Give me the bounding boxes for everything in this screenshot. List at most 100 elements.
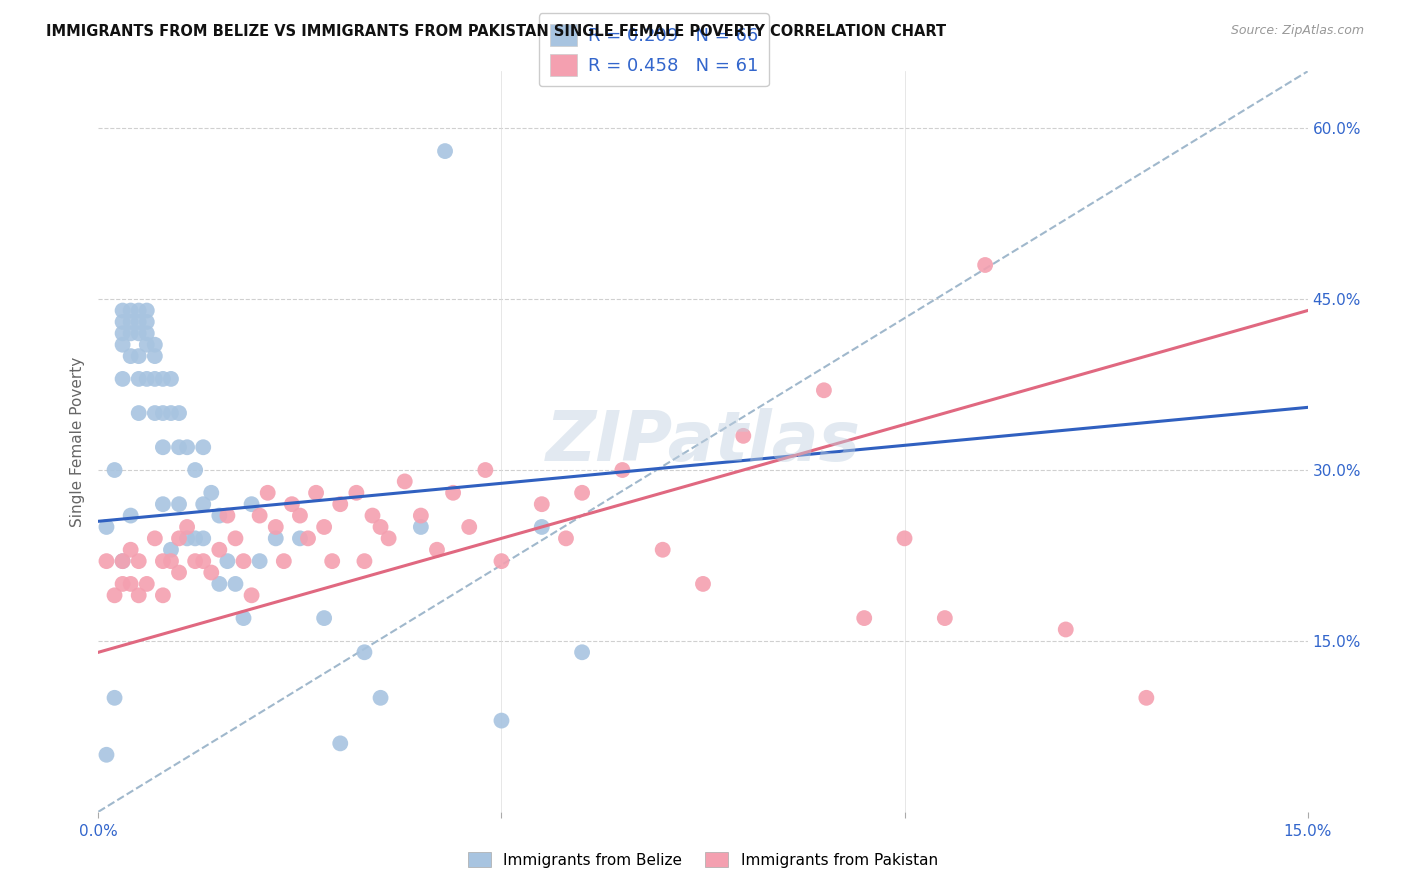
Text: Source: ZipAtlas.com: Source: ZipAtlas.com (1230, 24, 1364, 37)
Y-axis label: Single Female Poverty: Single Female Poverty (70, 357, 86, 526)
Point (120, 508, 142, 523)
Point (530, 520, 553, 534)
Point (120, 315, 142, 329)
Point (458, 520, 481, 534)
Point (491, 554, 513, 568)
Point (305, 485, 328, 500)
Point (344, 485, 367, 500)
Point (135, 315, 157, 329)
Point (152, 497, 174, 511)
Point (103, 690, 125, 705)
Point (217, 508, 239, 523)
Point (314, 520, 336, 534)
Point (264, 520, 287, 534)
Point (264, 532, 287, 546)
Point (370, 520, 392, 534)
Point (152, 588, 174, 602)
Point (135, 372, 157, 386)
Text: IMMIGRANTS FROM BELIZE VS IMMIGRANTS FROM PAKISTAN SINGLE FEMALE POVERTY CORRELA: IMMIGRANTS FROM BELIZE VS IMMIGRANTS FRO… (46, 24, 946, 39)
Point (120, 303, 142, 318)
Point (370, 690, 392, 705)
Point (96, 554, 118, 568)
Point (733, 429, 755, 443)
Point (120, 542, 142, 557)
Point (103, 463, 125, 477)
Point (353, 645, 375, 659)
Legend: Immigrants from Belize, Immigrants from Pakistan: Immigrants from Belize, Immigrants from … (463, 846, 943, 873)
Point (143, 532, 166, 546)
Point (128, 372, 150, 386)
Point (120, 349, 142, 363)
Point (143, 349, 166, 363)
Point (361, 508, 384, 523)
Point (1054, 623, 1077, 637)
Point (111, 577, 134, 591)
Point (651, 542, 673, 557)
Point (152, 554, 174, 568)
Point (128, 315, 150, 329)
Point (135, 337, 157, 351)
Point (160, 554, 183, 568)
Point (530, 497, 553, 511)
Point (474, 463, 496, 477)
Point (143, 337, 166, 351)
Point (491, 714, 513, 728)
Point (167, 566, 190, 580)
Point (193, 532, 215, 546)
Point (612, 463, 634, 477)
Point (193, 440, 215, 454)
Point (232, 611, 254, 625)
Point (314, 611, 336, 625)
Point (135, 303, 157, 318)
Point (974, 258, 997, 272)
Point (96, 520, 118, 534)
Point (571, 485, 593, 500)
Point (224, 577, 246, 591)
Point (321, 554, 343, 568)
Point (167, 532, 190, 546)
Point (184, 532, 207, 546)
Point (120, 326, 142, 341)
Point (160, 542, 183, 557)
Point (409, 508, 432, 523)
Point (128, 406, 150, 420)
Point (853, 611, 876, 625)
Point (571, 645, 593, 659)
Point (143, 372, 166, 386)
Point (208, 508, 231, 523)
Point (111, 315, 134, 329)
Point (152, 440, 174, 454)
Point (288, 508, 311, 523)
Point (135, 577, 157, 591)
Point (120, 577, 142, 591)
Point (813, 384, 835, 398)
Legend: R = 0.209   N = 66, R = 0.458   N = 61: R = 0.209 N = 66, R = 0.458 N = 61 (538, 13, 769, 87)
Point (224, 532, 246, 546)
Point (111, 326, 134, 341)
Point (249, 508, 271, 523)
Point (152, 372, 174, 386)
Point (103, 588, 125, 602)
Point (184, 463, 207, 477)
Point (111, 372, 134, 386)
Point (281, 497, 304, 511)
Point (176, 532, 198, 546)
Point (329, 497, 352, 511)
Point (111, 337, 134, 351)
Text: ZIPatlas: ZIPatlas (546, 408, 860, 475)
Point (692, 577, 714, 591)
Point (167, 406, 190, 420)
Point (249, 554, 271, 568)
Point (893, 532, 915, 546)
Point (377, 532, 399, 546)
Point (434, 144, 457, 158)
Point (240, 588, 263, 602)
Point (217, 554, 239, 568)
Point (256, 485, 278, 500)
Point (152, 406, 174, 420)
Point (394, 475, 416, 489)
Point (176, 440, 198, 454)
Point (353, 554, 375, 568)
Point (128, 588, 150, 602)
Point (441, 485, 464, 500)
